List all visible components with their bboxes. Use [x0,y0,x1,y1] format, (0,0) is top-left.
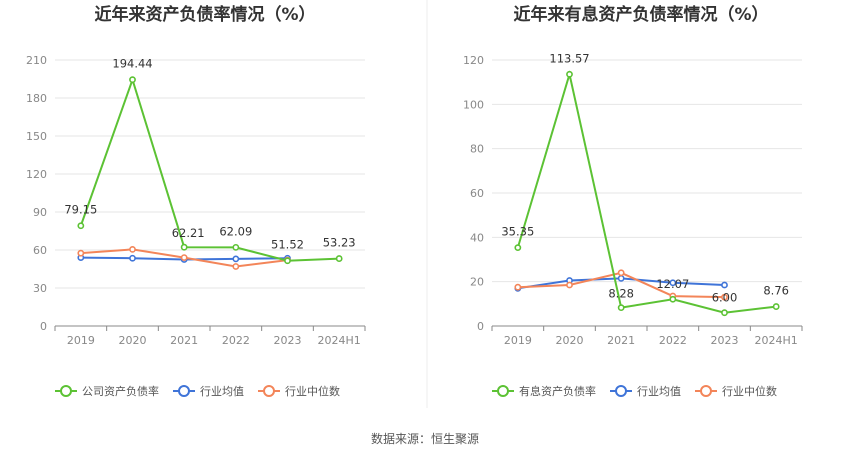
data-point[interactable] [180,243,188,251]
legend-item[interactable]: 有息资产负债率 [492,384,596,398]
data-label: 194.44 [112,57,152,71]
y-tick-label: 60 [33,244,47,257]
legend-swatch-marker [178,385,190,397]
legend-label: 行业均值 [200,385,244,398]
y-tick-label: 120 [26,168,47,181]
legend-item[interactable]: 行业均值 [610,385,681,398]
x-tick-label: 2021 [170,334,198,347]
y-tick-label: 0 [477,320,484,333]
legend-swatch-marker [497,385,509,397]
legend-item[interactable]: 行业中位数 [695,384,777,398]
series-line [79,76,340,262]
y-tick-label: 0 [40,320,47,333]
data-point[interactable] [669,295,677,303]
data-label: 51.52 [271,238,304,252]
legend-label: 行业中位数 [285,384,340,398]
chart-debt-ratio: 近年来资产负债率情况（%） 0 30 60 90 120 150 180 210 2019 2020… [26,4,366,398]
legend-label: 有息资产负债率 [519,384,596,398]
x-tick-label: 2024H1 [318,334,361,347]
data-label: 113.57 [549,51,589,65]
legend-swatch-marker [700,385,712,397]
data-point[interactable] [617,269,625,277]
data-point[interactable] [514,283,522,291]
data-point[interactable] [721,281,728,289]
data-point[interactable] [232,263,240,270]
y-tick-label: 20 [470,276,484,289]
x-tick-label: 2019 [67,334,95,347]
data-label: 6.00 [712,291,738,305]
legend-swatch-marker [615,385,627,397]
chart-title: 近年来有息资产负债率情况（%） [513,4,768,25]
data-point[interactable] [129,254,136,262]
data-label: 62.09 [219,224,252,238]
chart-interest-debt-ratio: 近年来有息资产负债率情况（%） 0 20 40 60 80 100 120 2019 2020 20… [463,4,803,398]
data-point[interactable] [617,274,625,282]
chart-title: 近年来资产负债率情况（%） [94,4,315,25]
x-tick-label: 2024H1 [755,334,798,347]
x-tick-label: 2023 [274,334,302,347]
x-tick-label: 2021 [607,334,635,347]
data-point[interactable] [232,243,240,251]
legend-label: 行业均值 [637,385,681,398]
y-tick-label: 90 [33,206,47,219]
legend-item[interactable]: 行业中位数 [258,384,340,398]
data-point[interactable] [566,281,573,289]
data-point[interactable] [77,222,85,230]
y-tick-label: 40 [470,231,484,244]
legend-item[interactable]: 公司资产负债率 [55,384,159,398]
data-label: 12.07 [656,277,689,291]
data-point[interactable] [566,70,573,78]
y-tick-label: 150 [26,130,47,143]
legend-label: 公司资产负债率 [82,384,159,398]
data-point[interactable] [284,257,291,265]
data-point[interactable] [617,304,625,312]
x-tick-label: 2019 [504,334,532,347]
data-source-note: 数据来源：恒生聚源 [370,432,479,446]
x-tick-label: 2022 [222,334,250,347]
y-tick-label: 30 [33,282,47,295]
data-label: 53.23 [323,236,356,250]
y-tick-label: 180 [26,92,47,105]
data-point[interactable] [772,303,780,310]
y-tick-label: 60 [470,187,484,200]
data-point[interactable] [232,255,240,263]
y-tick-label: 120 [463,54,484,67]
data-point[interactable] [129,76,136,84]
data-point[interactable] [129,245,136,253]
legend-label: 行业中位数 [722,384,777,398]
data-point[interactable] [335,255,343,262]
x-tick-label: 2020 [119,334,147,347]
data-point[interactable] [721,293,728,301]
data-label: 8.76 [763,284,789,298]
legend-item[interactable]: 行业均值 [173,385,244,398]
x-tick-label: 2022 [659,334,687,347]
y-tick-label: 80 [470,143,484,156]
data-label: 79.15 [64,203,97,217]
data-label: 62.21 [172,226,205,240]
data-point[interactable] [721,309,728,317]
data-point[interactable] [669,279,677,287]
data-label: 8.28 [608,287,634,301]
legend-swatch-marker [60,385,72,397]
data-label: 35.35 [501,225,534,239]
y-tick-label: 210 [26,54,47,67]
data-point[interactable] [180,254,188,261]
y-tick-label: 100 [463,98,484,111]
x-tick-label: 2020 [556,334,584,347]
series-line [516,70,777,314]
x-tick-label: 2023 [711,334,739,347]
data-point[interactable] [77,249,85,257]
legend-swatch-marker [263,385,275,397]
data-point[interactable] [514,244,522,252]
